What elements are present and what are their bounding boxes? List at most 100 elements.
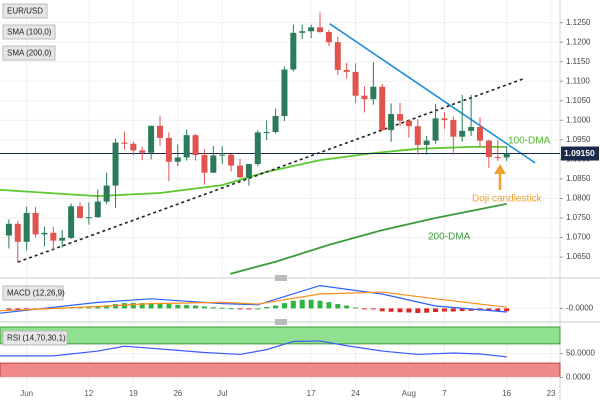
macd-bar (299, 299, 305, 309)
macd-bar (317, 300, 323, 309)
macd-bar (326, 302, 332, 309)
candle-body (219, 154, 226, 156)
candle-body (103, 185, 110, 202)
candle-body (299, 31, 306, 33)
candle-body (388, 114, 395, 131)
x-tick-label: 16 (502, 389, 511, 398)
candle-body (450, 119, 457, 137)
macd-bar (353, 307, 359, 309)
macd-bar (104, 305, 110, 309)
y-tick-label: 1.0800 (566, 194, 591, 203)
oversold-zone (0, 362, 561, 379)
x-tick-label: 12 (84, 389, 93, 398)
candle-body (50, 232, 57, 241)
macd-bar (424, 308, 430, 313)
y-tick-label: 1.0700 (566, 233, 591, 242)
x-tick-label: 24 (351, 389, 360, 398)
annotation: 100-DMA (508, 136, 551, 147)
candle-body (94, 201, 101, 218)
x-tick-label: Jul (217, 389, 227, 398)
macd-bar (210, 307, 216, 309)
macd-bar (406, 308, 412, 313)
annotation: Doji candlestick (472, 194, 542, 205)
candle-body (68, 206, 75, 238)
candle-body (370, 86, 377, 100)
candle-body (263, 132, 270, 134)
candle-body (5, 223, 12, 236)
x-tick-label: 19 (129, 389, 138, 398)
macd-bar (201, 306, 207, 309)
y-tick-label: 1.1150 (566, 57, 590, 66)
macd-bar (113, 304, 119, 309)
candle-body (290, 32, 297, 70)
macd-bar (255, 308, 261, 310)
sma-line (0, 145, 507, 197)
macd-bar (166, 304, 172, 309)
candle-body (210, 155, 217, 173)
candle-body (405, 120, 412, 127)
rsi-label: RSI (14,70,30,1) (7, 334, 66, 343)
x-tick-label: 17 (307, 389, 316, 398)
macd-bar (148, 303, 154, 309)
candle-body (477, 126, 483, 141)
legend-title: EUR/USD (7, 7, 43, 16)
candle-body (77, 206, 83, 218)
macd-bar (237, 308, 243, 310)
legend-box[interactable] (2, 3, 48, 19)
macd-bar (344, 305, 350, 309)
candle-body (59, 237, 66, 241)
sma-line (229, 203, 507, 275)
candle-body (245, 164, 252, 178)
overbought-zone (0, 326, 561, 345)
macd-bar (397, 308, 403, 313)
macd-bar (228, 308, 234, 310)
candle-body (459, 130, 466, 137)
y-tick-label: 1.1100 (566, 76, 590, 85)
candle-body (228, 154, 235, 166)
candle-body (432, 118, 439, 141)
macd-bar (459, 308, 465, 312)
rsi-line (0, 340, 507, 358)
candle-body (130, 143, 137, 151)
candle-body (503, 153, 510, 158)
macd-bar (290, 300, 296, 309)
legend-box[interactable] (2, 285, 64, 301)
macd-bar (415, 308, 421, 313)
candle-body (165, 137, 172, 162)
legend-box[interactable] (2, 45, 56, 61)
y-tick-label: 0.0000 (566, 373, 591, 382)
candle-body (334, 42, 341, 70)
y-tick-label: -0.0000 (566, 304, 594, 313)
candle-body (281, 69, 288, 117)
panel-handle[interactable] (275, 319, 287, 325)
candle-body (468, 126, 475, 131)
candle-body (192, 135, 199, 156)
price-label-box (561, 146, 599, 161)
candle-body (361, 95, 368, 100)
candle-body (397, 114, 403, 121)
candle-body (485, 140, 492, 158)
macd-bar (95, 306, 101, 309)
candle-body (121, 142, 128, 144)
candle-body (14, 223, 21, 242)
macd-bar (388, 308, 394, 312)
candle-body (308, 27, 315, 32)
trend-line (329, 23, 536, 164)
price-label: 1.09150 (564, 148, 595, 158)
candle-body (237, 165, 243, 178)
macd-bar (273, 305, 279, 309)
x-tick-label: 7 (442, 389, 447, 398)
macd-bar (379, 308, 385, 312)
macd-bar (335, 304, 341, 309)
legend-box[interactable] (2, 24, 56, 40)
candle-body (325, 32, 332, 43)
legend-box[interactable] (2, 330, 68, 346)
candle-body (379, 86, 386, 131)
x-tick-label: 26 (173, 389, 182, 398)
doji-arrow (494, 164, 506, 190)
panel-handle[interactable] (275, 275, 287, 281)
y-tick-label: 50.0000 (566, 349, 595, 358)
macd-bar (450, 308, 456, 312)
macd-line (0, 284, 507, 314)
y-tick-label: 1.1000 (566, 115, 591, 124)
